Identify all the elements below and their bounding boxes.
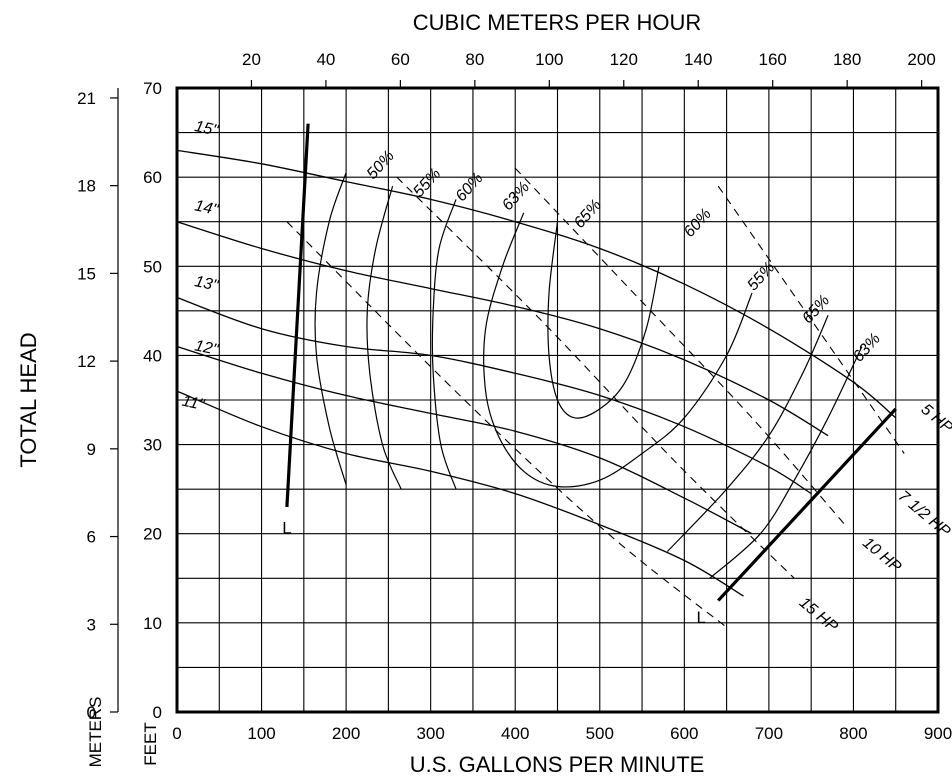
- impeller-curve-label: 13": [193, 273, 221, 295]
- impeller-curves: [176, 149, 897, 597]
- y-feet-tick-label: 0: [153, 703, 162, 722]
- x-top-tick-label: 20: [242, 50, 261, 69]
- x-top-tick-label: 140: [684, 50, 712, 69]
- x-bottom-tick-label: 600: [670, 724, 698, 743]
- impeller-curve-label: 12": [193, 337, 221, 359]
- limit-line-label: L: [282, 519, 291, 538]
- impeller-curve-label: 15": [193, 118, 221, 140]
- y-meters-unit-label: METERS: [86, 697, 105, 768]
- efficiency-curve-label: 55%: [744, 259, 778, 294]
- x-bottom-tick-label: 700: [755, 724, 783, 743]
- y-feet-tick-label: 50: [143, 257, 162, 276]
- efficiency-curves: [314, 172, 863, 579]
- x-bottom-tick-label: 200: [332, 724, 360, 743]
- impeller-curve: [176, 296, 812, 495]
- x-bottom-tick-label: 300: [416, 724, 444, 743]
- y-meters-tick-label: 0: [87, 703, 96, 722]
- y-meters-tick-label: 12: [77, 352, 96, 371]
- x-top-tick-label: 160: [759, 50, 787, 69]
- impeller-curve: [176, 149, 897, 419]
- efficiency-curve: [314, 172, 347, 485]
- efficiency-curve-label: 60%: [681, 206, 715, 241]
- horsepower-line: [286, 221, 727, 628]
- efficiency-curve: [431, 199, 457, 490]
- x-top-tick-label: 120: [610, 50, 638, 69]
- y-meters-tick-label: 9: [87, 440, 96, 459]
- horsepower-label: 5 HP: [918, 401, 952, 437]
- y-axis-title: TOTAL HEAD: [16, 332, 41, 467]
- curve-labels: 15"14"13"12"11"50%55% 60% 63%65% 60%55%65%6…: [180, 118, 952, 636]
- impeller-curve: [176, 221, 829, 437]
- y-feet-tick-label: 70: [143, 79, 162, 98]
- efficiency-curve: [483, 212, 753, 488]
- impeller-curve-label: 11": [180, 393, 207, 415]
- y-meters-tick-label: 3: [87, 615, 96, 634]
- horsepower-line: [396, 176, 795, 579]
- limit-line: [717, 407, 897, 602]
- x-bottom-tick-label: 400: [501, 724, 529, 743]
- horsepower-label: 10 HP: [859, 534, 904, 576]
- limit-line: [285, 123, 310, 508]
- x-bottom-tick-label: 100: [247, 724, 275, 743]
- efficiency-curve: [666, 315, 829, 552]
- impeller-curve: [176, 390, 744, 597]
- y-feet-tick-label: 20: [143, 525, 162, 544]
- horsepower-label: 7 1/2 HP: [895, 488, 952, 541]
- limit-lines: [285, 123, 897, 602]
- impeller-curve-label: 14": [193, 197, 221, 219]
- y-meters-tick-label: 18: [77, 177, 96, 196]
- x-top-tick-label: 100: [535, 50, 563, 69]
- efficiency-curve-label: 63%: [499, 179, 533, 214]
- efficiency-curve: [709, 346, 863, 579]
- y-feet-tick-label: 10: [143, 614, 162, 633]
- x-bottom-tick-label: 500: [586, 724, 614, 743]
- horsepower-line: [514, 167, 846, 526]
- plot-frame: [175, 86, 940, 714]
- x-top-tick-label: 200: [907, 50, 935, 69]
- y-meters-tick-label: 15: [77, 264, 96, 283]
- x-top-tick-label: 180: [833, 50, 861, 69]
- x-bottom-tick-label: 800: [839, 724, 867, 743]
- y-meters-tick-label: 21: [77, 89, 96, 108]
- efficiency-curve-label: 65%: [799, 292, 833, 327]
- y-feet-tick-label: 40: [143, 346, 162, 365]
- y-meters-tick-label: 6: [87, 528, 96, 547]
- efficiency-curve: [547, 221, 660, 419]
- x-top-tick-label: 40: [316, 50, 335, 69]
- efficiency-curve: [366, 185, 402, 490]
- y-feet-tick-label: 60: [143, 168, 162, 187]
- horsepower-label: 15 HP: [796, 594, 841, 636]
- efficiency-curve-label: 60%: [453, 170, 487, 205]
- x-top-tick-label: 60: [391, 50, 410, 69]
- x-top-axis-title: CUBIC METERS PER HOUR: [413, 10, 701, 35]
- limit-line-label: L: [697, 608, 706, 627]
- impeller-curve: [176, 345, 753, 535]
- x-bottom-tick-label: 900: [924, 724, 952, 743]
- x-bottom-tick-label: 0: [172, 724, 181, 743]
- y-feet-unit-label: FEET: [141, 722, 160, 765]
- y-feet-tick-label: 30: [143, 436, 162, 455]
- x-bottom-axis-title: U.S. GALLONS PER MINUTE: [410, 752, 705, 777]
- x-top-tick-label: 80: [465, 50, 484, 69]
